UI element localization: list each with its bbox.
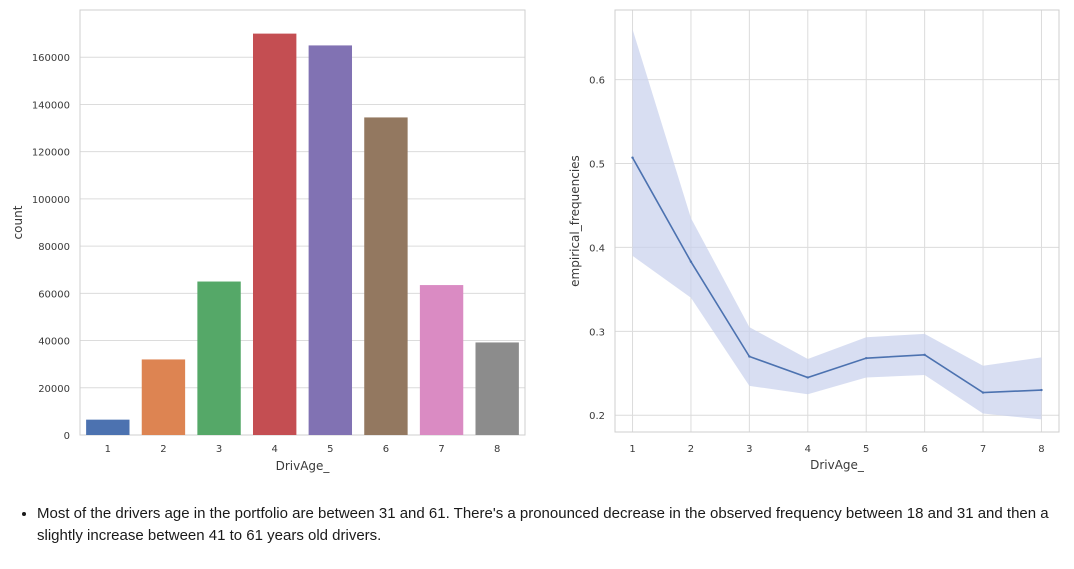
line-y-axis-label: empirical_frequencies	[568, 155, 582, 287]
frequency-line	[631, 157, 1042, 394]
line-y-tick-label: 0.6	[589, 76, 605, 87]
observation-text-line-1: Most of the drivers age in the portfolio…	[37, 505, 1037, 522]
bar-y-tick-label: 160000	[32, 53, 70, 64]
observation-note: Most of the drivers age in the portfolio…	[22, 503, 1074, 547]
bar-y-tick-label: 20000	[38, 384, 70, 395]
bar-y-tick-label: 100000	[32, 195, 70, 206]
bar-6	[364, 117, 408, 436]
observation-text-line-2: a slightly increase between 41 to 61 yea…	[37, 505, 1049, 544]
bar-plot-frame	[79, 9, 526, 436]
frequency-point	[806, 376, 809, 379]
line-x-axis-label: DrivAge_	[810, 458, 865, 472]
frequency-point	[1040, 388, 1043, 392]
line-y-tick-label: 0.3	[589, 327, 605, 338]
bar-x-tick-label: 8	[494, 444, 500, 455]
bar-y-tick-label: 80000	[38, 242, 70, 253]
frequency-point	[865, 356, 868, 360]
bar-y-axis-label: count	[11, 205, 25, 239]
line-x-tick-label: 2	[688, 444, 694, 455]
frequency-point	[981, 391, 985, 394]
line-x-tick-label: 6	[921, 444, 927, 455]
bar-8	[475, 342, 519, 435]
bar-x-tick-label: 1	[105, 444, 111, 455]
bar-y-tick-label: 40000	[38, 337, 70, 348]
bar-3	[197, 281, 241, 435]
line-x-tick-label: 3	[746, 444, 752, 455]
bar-5	[308, 45, 353, 436]
line-x-tick-label: 1	[629, 444, 635, 455]
bar-2	[141, 359, 186, 435]
bar-y-tick-label: 0	[64, 431, 70, 442]
bar-7	[419, 285, 464, 435]
bar-x-tick-label: 3	[216, 444, 222, 455]
bar-x-tick-label: 7	[438, 444, 444, 455]
line-y-tick-label: 0.4	[589, 243, 605, 254]
bar-1	[86, 419, 130, 435]
frequency-point	[748, 355, 751, 358]
bar-x-tick-label: 5	[327, 444, 333, 455]
bar-y-tick-label: 140000	[32, 100, 70, 111]
line-x-tick-label: 8	[1038, 444, 1044, 455]
bar-y-tick-label: 60000	[38, 289, 70, 300]
bar-x-tick-label: 4	[272, 444, 278, 455]
line-x-tick-label: 4	[805, 444, 811, 455]
line-plot-frame	[614, 9, 1060, 433]
bar-x-axis-label: DrivAge_	[276, 459, 331, 473]
bar-y-tick-label: 120000	[32, 148, 70, 159]
frequency-point	[631, 156, 634, 159]
line-y-tick-label: 0.2	[589, 411, 605, 422]
frequency-point	[689, 260, 693, 263]
frequency-line-chart: 0.2 0.3 0.4 0.5 0.6 1 2 3 4 5 6 7 8 DrivAge_ empirical…	[568, 9, 1060, 472]
line-x-tick-label: 7	[980, 444, 986, 455]
bar-x-tick-label: 2	[160, 444, 166, 455]
observation-bullet: Most of the drivers age in the portfolio…	[37, 503, 1074, 547]
count-bar-chart: 0 20000 40000 60000 80000 100000 120000 140000 1…	[11, 9, 526, 473]
bar-x-tick-label: 6	[383, 444, 389, 455]
confidence-band	[632, 29, 1042, 420]
line-x-tick-label: 5	[863, 444, 869, 455]
bar-4	[252, 33, 297, 435]
figure: 0 20000 40000 60000 80000 100000 120000 140000 1…	[11, 9, 1060, 473]
line-y-tick-label: 0.5	[589, 160, 605, 171]
frequency-point	[923, 353, 926, 357]
